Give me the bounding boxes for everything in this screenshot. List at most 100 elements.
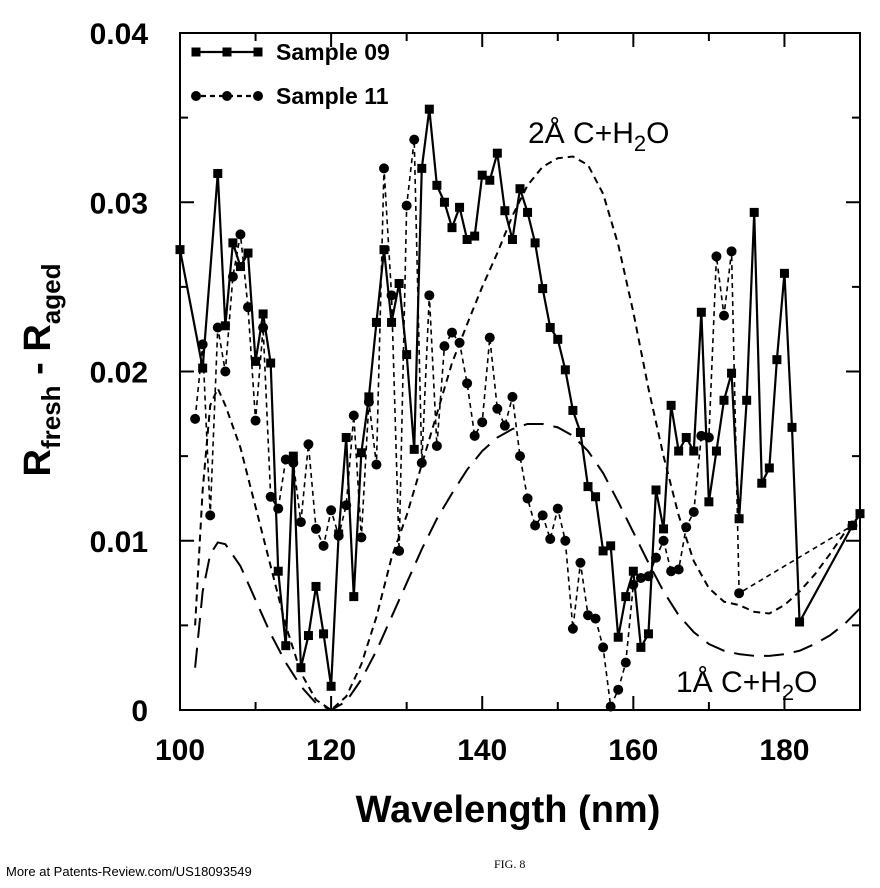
data-point xyxy=(333,530,344,541)
model-label: 1Å C+H2O xyxy=(676,666,817,705)
data-point xyxy=(326,505,337,516)
model-label-part: 1Å C+H xyxy=(676,666,782,699)
data-point xyxy=(719,395,729,405)
data-point xyxy=(220,366,231,377)
model-label-part: O xyxy=(794,666,817,699)
data-point xyxy=(749,207,759,217)
data-point xyxy=(651,552,661,563)
data-point xyxy=(545,322,555,332)
data-point xyxy=(779,268,789,278)
data-point xyxy=(228,238,238,248)
data-point xyxy=(281,641,291,651)
data-point xyxy=(560,535,571,546)
data-point xyxy=(470,231,480,241)
x-axis-label: Wavelength (nm) xyxy=(356,789,661,831)
data-point xyxy=(205,510,216,521)
data-point xyxy=(515,184,525,194)
data-point xyxy=(688,506,699,517)
data-point xyxy=(659,524,669,534)
data-point xyxy=(295,517,306,528)
data-point xyxy=(386,290,397,301)
data-point xyxy=(855,509,865,519)
data-point xyxy=(621,592,631,602)
data-point xyxy=(568,405,578,415)
data-point xyxy=(598,546,608,556)
data-point xyxy=(553,334,563,344)
data-point xyxy=(620,657,631,668)
data-point xyxy=(341,500,352,511)
data-point xyxy=(636,642,646,652)
data-point xyxy=(523,207,533,217)
data-point xyxy=(689,446,699,456)
data-point xyxy=(575,557,586,568)
data-point xyxy=(847,520,858,531)
data-point xyxy=(787,422,797,432)
data-point xyxy=(507,391,518,402)
data-point xyxy=(303,439,314,450)
model-label-part: O xyxy=(646,117,669,150)
data-point xyxy=(243,302,253,313)
data-point xyxy=(424,104,434,114)
data-point xyxy=(499,420,510,431)
data-point xyxy=(280,454,291,465)
data-point xyxy=(197,339,208,350)
data-point xyxy=(583,610,593,621)
data-point xyxy=(681,522,692,533)
data-point xyxy=(530,520,541,531)
data-point xyxy=(674,446,684,456)
data-point xyxy=(469,430,480,441)
data-point xyxy=(318,540,329,551)
data-point xyxy=(673,564,684,575)
y-axis-label-part: - R xyxy=(17,324,59,385)
data-point xyxy=(477,170,487,180)
data-point xyxy=(538,284,548,294)
data-point xyxy=(666,566,677,577)
data-point xyxy=(266,358,276,368)
data-point xyxy=(635,572,646,583)
data-point xyxy=(394,278,404,288)
data-point xyxy=(590,613,601,624)
data-point xyxy=(175,245,185,255)
data-point xyxy=(591,492,601,502)
y-tick-label: 0.02 xyxy=(90,357,148,390)
data-point xyxy=(742,395,752,405)
data-point xyxy=(485,175,495,185)
data-point xyxy=(303,631,313,641)
data-point xyxy=(477,417,488,428)
data-point xyxy=(552,503,563,514)
data-point xyxy=(288,451,298,461)
data-point xyxy=(364,392,374,402)
y-axis-label-part: R xyxy=(17,449,59,476)
data-point xyxy=(484,332,495,343)
y-tick-label: 0.04 xyxy=(90,18,149,51)
legend-marker xyxy=(222,91,232,101)
data-point xyxy=(613,684,624,695)
data-point xyxy=(704,497,714,507)
data-point xyxy=(296,663,306,673)
data-point xyxy=(507,234,517,244)
legend-item: Sample 09 xyxy=(191,39,390,65)
data-point xyxy=(273,503,284,514)
data-point xyxy=(356,532,367,543)
data-point xyxy=(719,310,729,321)
data-point xyxy=(711,446,721,456)
x-tick-label: 140 xyxy=(457,734,507,767)
data-point xyxy=(658,535,669,546)
model-curve xyxy=(194,155,861,712)
data-point xyxy=(757,478,767,488)
data-point xyxy=(220,321,230,331)
data-point xyxy=(409,134,420,145)
data-point xyxy=(462,378,473,389)
data-point xyxy=(492,148,502,158)
data-point xyxy=(311,523,321,534)
data-point xyxy=(212,322,223,333)
data-point xyxy=(575,427,585,437)
data-point xyxy=(227,271,238,282)
x-tick-label: 120 xyxy=(306,734,356,767)
legend-marker xyxy=(191,47,201,57)
data-point xyxy=(258,309,268,319)
y-axis-label: Rfresh - Raged xyxy=(17,264,66,477)
legend-marker xyxy=(191,91,201,101)
model-label: 2Å C+H2O xyxy=(528,117,669,156)
